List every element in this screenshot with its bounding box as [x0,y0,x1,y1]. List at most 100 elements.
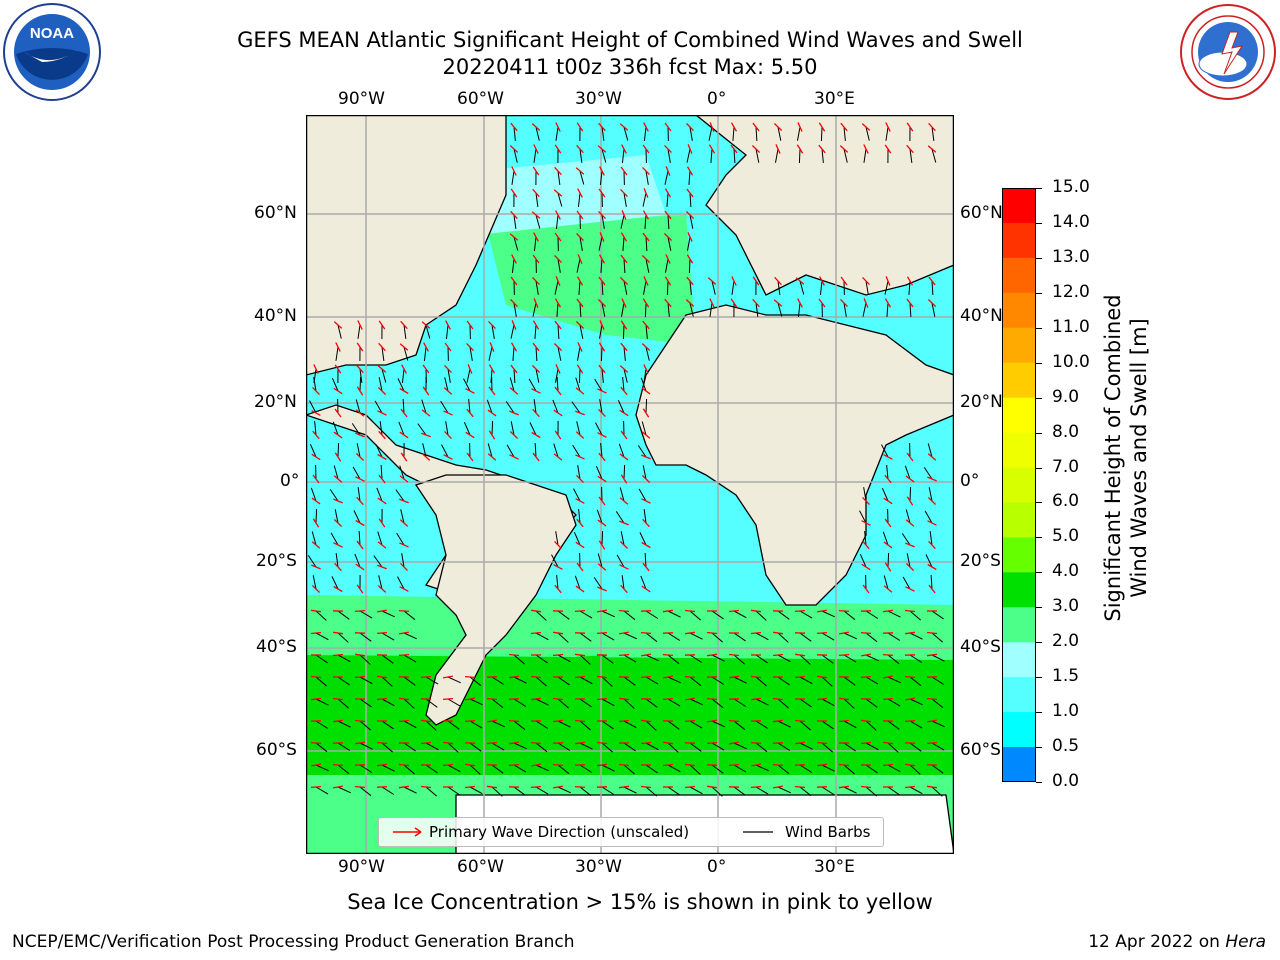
wind-barb [309,443,317,458]
wave-direction-arrow [664,188,672,198]
wind-barb [532,302,537,317]
wind-barb [337,632,349,643]
wave-direction-arrow [662,654,674,656]
wave-direction-arrow [312,474,320,484]
wave-direction-arrow [467,364,473,374]
noaa-logo: NOAA [3,3,101,101]
wind-barb [534,324,537,339]
wind-barb [733,676,747,684]
wave-direction-arrow [905,475,915,483]
wave-direction-arrow [334,364,342,374]
wave-direction-arrow [640,741,652,745]
wave-direction-arrow [442,763,454,767]
colorbar-tick-mark [1036,467,1042,469]
wave-direction-arrow [355,476,365,482]
wave-direction-arrow [904,785,916,789]
wind-barb [733,632,746,642]
wind-barb [356,443,361,458]
wave-direction-arrow [554,386,562,396]
wind-barb [799,742,813,750]
wind-barb [380,464,383,480]
wind-barb [732,126,735,141]
wind-barb [509,377,515,392]
wave-direction-arrow [706,742,718,744]
wave-direction-arrow [772,785,784,789]
wave-direction-arrow [510,298,518,308]
wind-barb [403,720,417,729]
wind-barb [535,368,540,383]
wind-barb [579,764,593,773]
wind-barb [601,302,606,317]
wave-direction-arrow [401,364,407,374]
wind-barb [821,720,834,730]
wave-direction-arrow [905,519,915,527]
wind-barb [931,764,944,774]
wave-direction-arrow [883,497,893,505]
wave-direction-arrow [685,211,695,219]
wind-barb [686,236,691,251]
wave-direction-arrow [620,254,628,264]
wind-barb [623,654,637,663]
wave-direction-arrow [904,631,916,635]
wave-direction-arrow [310,786,322,788]
graticule [306,115,954,854]
wind-barb [381,742,393,753]
wave-direction-arrow [618,631,630,635]
wave-direction-arrow [684,720,696,722]
wave-direction-arrow [597,519,607,527]
wind-barb [511,258,515,273]
wind-barb [645,742,659,751]
wind-barb [425,786,437,797]
wave-direction-arrow [355,563,365,571]
wind-barb [821,654,834,664]
wave-direction-arrow [464,763,476,767]
wind-barb [331,576,339,590]
wave-direction-arrow [618,610,630,612]
wind-barb [575,377,581,392]
wave-direction-arrow [399,387,409,395]
wind-barb [578,509,581,524]
wave-direction-arrow [421,409,431,417]
wave-direction-arrow [926,785,938,789]
wave-direction-arrow [686,166,694,176]
wind-barb [601,530,604,546]
wave-direction-arrow [665,254,671,264]
lon-label-bottom: 30°W [575,857,622,877]
wind-barb [490,368,493,383]
wind-barb [535,214,541,229]
colorbar-segment [1002,537,1036,573]
colorbar-segment [1002,642,1036,678]
wave-direction-arrow [773,299,783,307]
wind-barb [711,280,716,295]
colorbar-tick-label: 0.5 [1052,736,1080,757]
wave-direction-arrow [334,408,342,418]
wave-direction-arrow [750,631,762,635]
footer-date: 12 Apr 2022 on Hera [1088,932,1266,952]
wind-barb [359,632,372,642]
wave-direction-arrow [399,431,409,439]
wave-direction-arrow [420,741,432,745]
wave-direction-arrow [553,564,563,570]
wind-barb [623,464,626,480]
wave-direction-arrow [620,430,628,440]
wave-direction-arrow [532,452,540,462]
wave-direction-arrow [642,144,650,154]
wave-direction-arrow [772,653,784,657]
wave-direction-arrow [618,654,630,656]
wave-direction-arrow [554,144,562,154]
wind-barb [491,720,505,728]
wave-direction-arrow [511,166,517,176]
wave-direction-arrow [576,474,584,484]
wave-direction-arrow [772,697,784,701]
wind-barb [708,126,713,141]
wind-barb [357,487,361,502]
wave-direction-arrow [772,719,784,723]
wind-barb [755,610,767,621]
wind-barb [513,148,518,163]
colorbar-tick-label: 1.0 [1052,701,1080,722]
wave-direction-arrow [554,298,562,308]
colorbar-tick-mark [1036,712,1042,714]
wave-direction-arrow [818,298,826,308]
wind-barb [821,698,835,707]
wave-direction-arrow [619,520,629,526]
